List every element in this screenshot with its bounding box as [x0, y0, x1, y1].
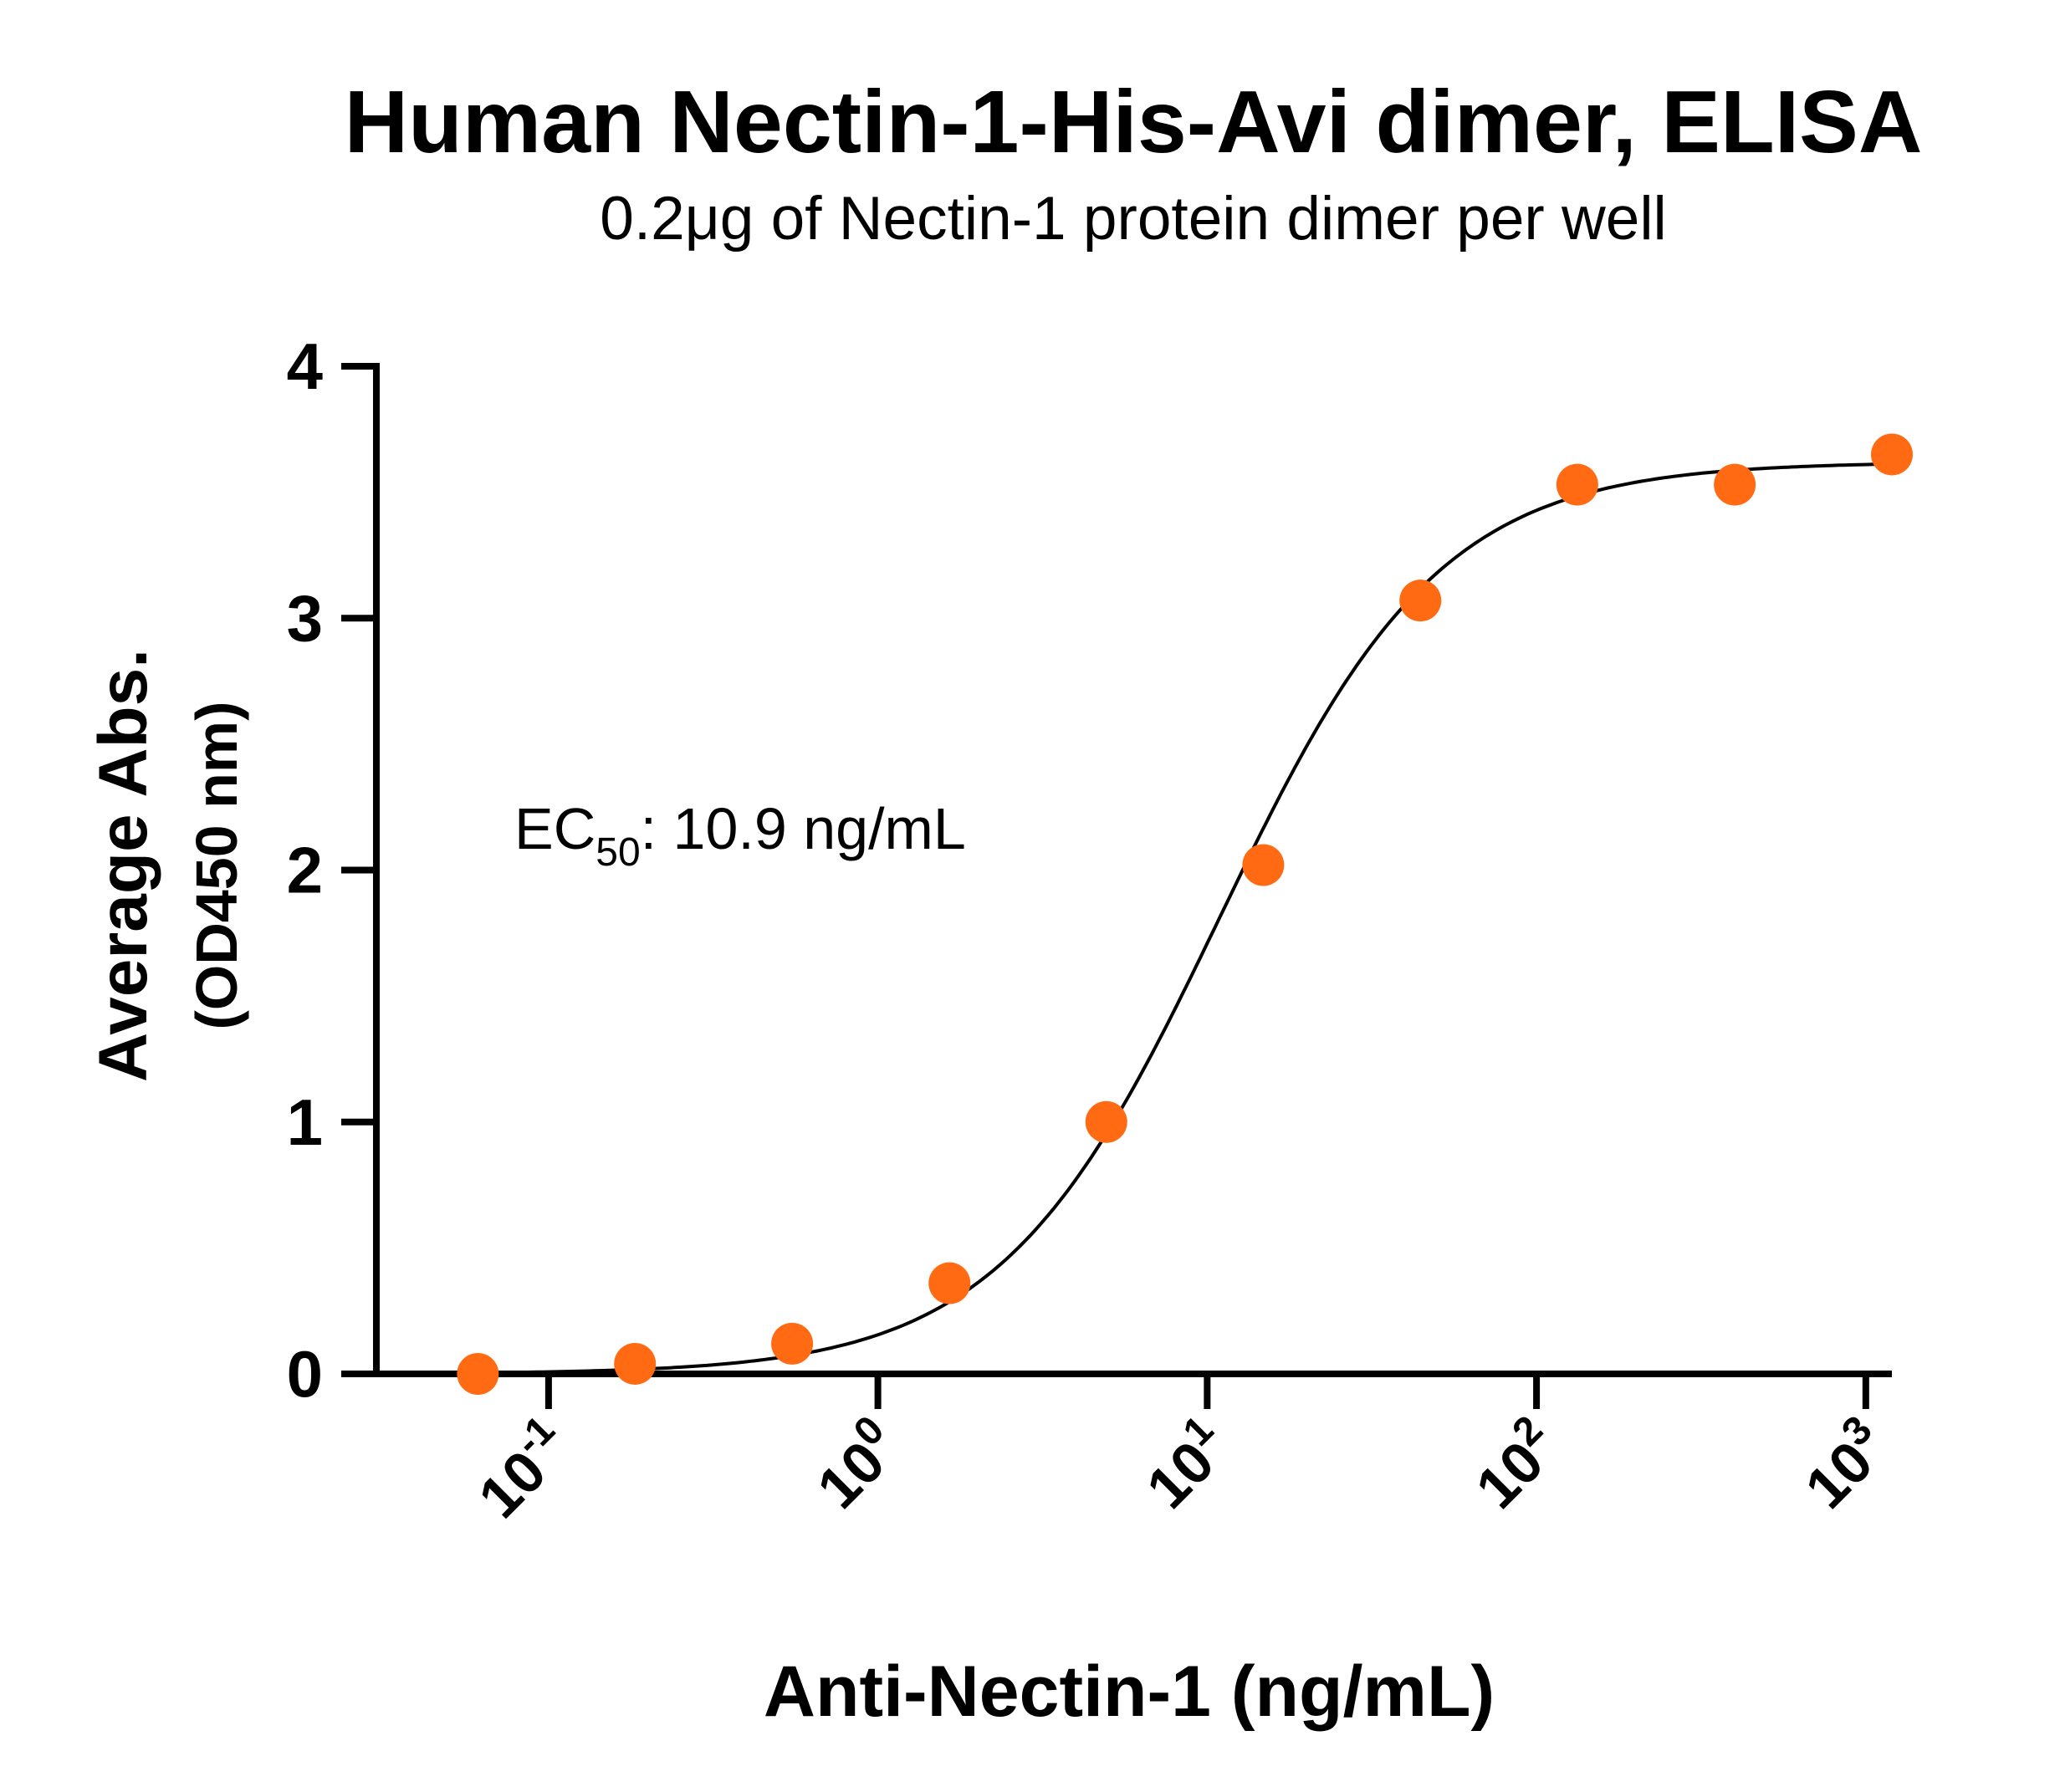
data-points: [457, 433, 1913, 1395]
x-tick-label: 101: [1129, 1407, 1242, 1520]
ec50-annotation: EC50: 10.9 ng/mL: [514, 796, 966, 875]
x-tick-label: 102: [1458, 1407, 1571, 1520]
data-point: [614, 1342, 657, 1385]
ec50-label: EC50: 10.9 ng/mL: [514, 796, 966, 875]
fit-curve: [471, 462, 1893, 1375]
chart-title: Human Nectin-1-His-Avi dimer, ELISA: [345, 73, 1923, 171]
y-tick-label: 2: [287, 834, 323, 907]
data-point: [1085, 1100, 1127, 1143]
x-tick-label-text: 100: [800, 1407, 912, 1520]
data-point: [457, 1353, 499, 1395]
data-point: [1714, 463, 1756, 506]
x-tick-label: 10-1: [461, 1407, 584, 1530]
chart-subtitle: 0.2μg of Nectin-1 protein dimer per well: [600, 185, 1667, 253]
x-tick-label: 100: [800, 1407, 912, 1520]
x-axis-label: Anti-Nectin-1 (ng/mL): [764, 1652, 1495, 1732]
fit-curve-layer: [471, 462, 1893, 1375]
y-axis-label: Average Abs.: [85, 649, 161, 1082]
data-point: [1399, 579, 1442, 622]
x-tick-label-text: 103: [1787, 1407, 1900, 1520]
x-tick-label: 103: [1787, 1407, 1900, 1520]
y-tick-label: 0: [287, 1337, 323, 1411]
y-axis-unit-label: (OD450 nm): [184, 702, 249, 1030]
x-tick-label-text: 10-1: [461, 1407, 584, 1530]
x-tick-label-text: 101: [1129, 1407, 1242, 1520]
data-point: [1871, 433, 1913, 476]
y-axis-title: Average Abs. (OD450 nm): [85, 649, 249, 1082]
data-point: [1556, 463, 1598, 506]
data-point: [1242, 844, 1285, 886]
data-point: [928, 1262, 971, 1304]
y-tick-label: 1: [287, 1085, 323, 1159]
y-tick-label: 3: [287, 581, 323, 655]
axes: 0 1 2 3 4 10-1 100 101 102 103: [287, 329, 1900, 1530]
data-point: [771, 1322, 814, 1365]
x-tick-label-text: 102: [1458, 1407, 1571, 1520]
y-tick-label: 4: [287, 329, 323, 403]
